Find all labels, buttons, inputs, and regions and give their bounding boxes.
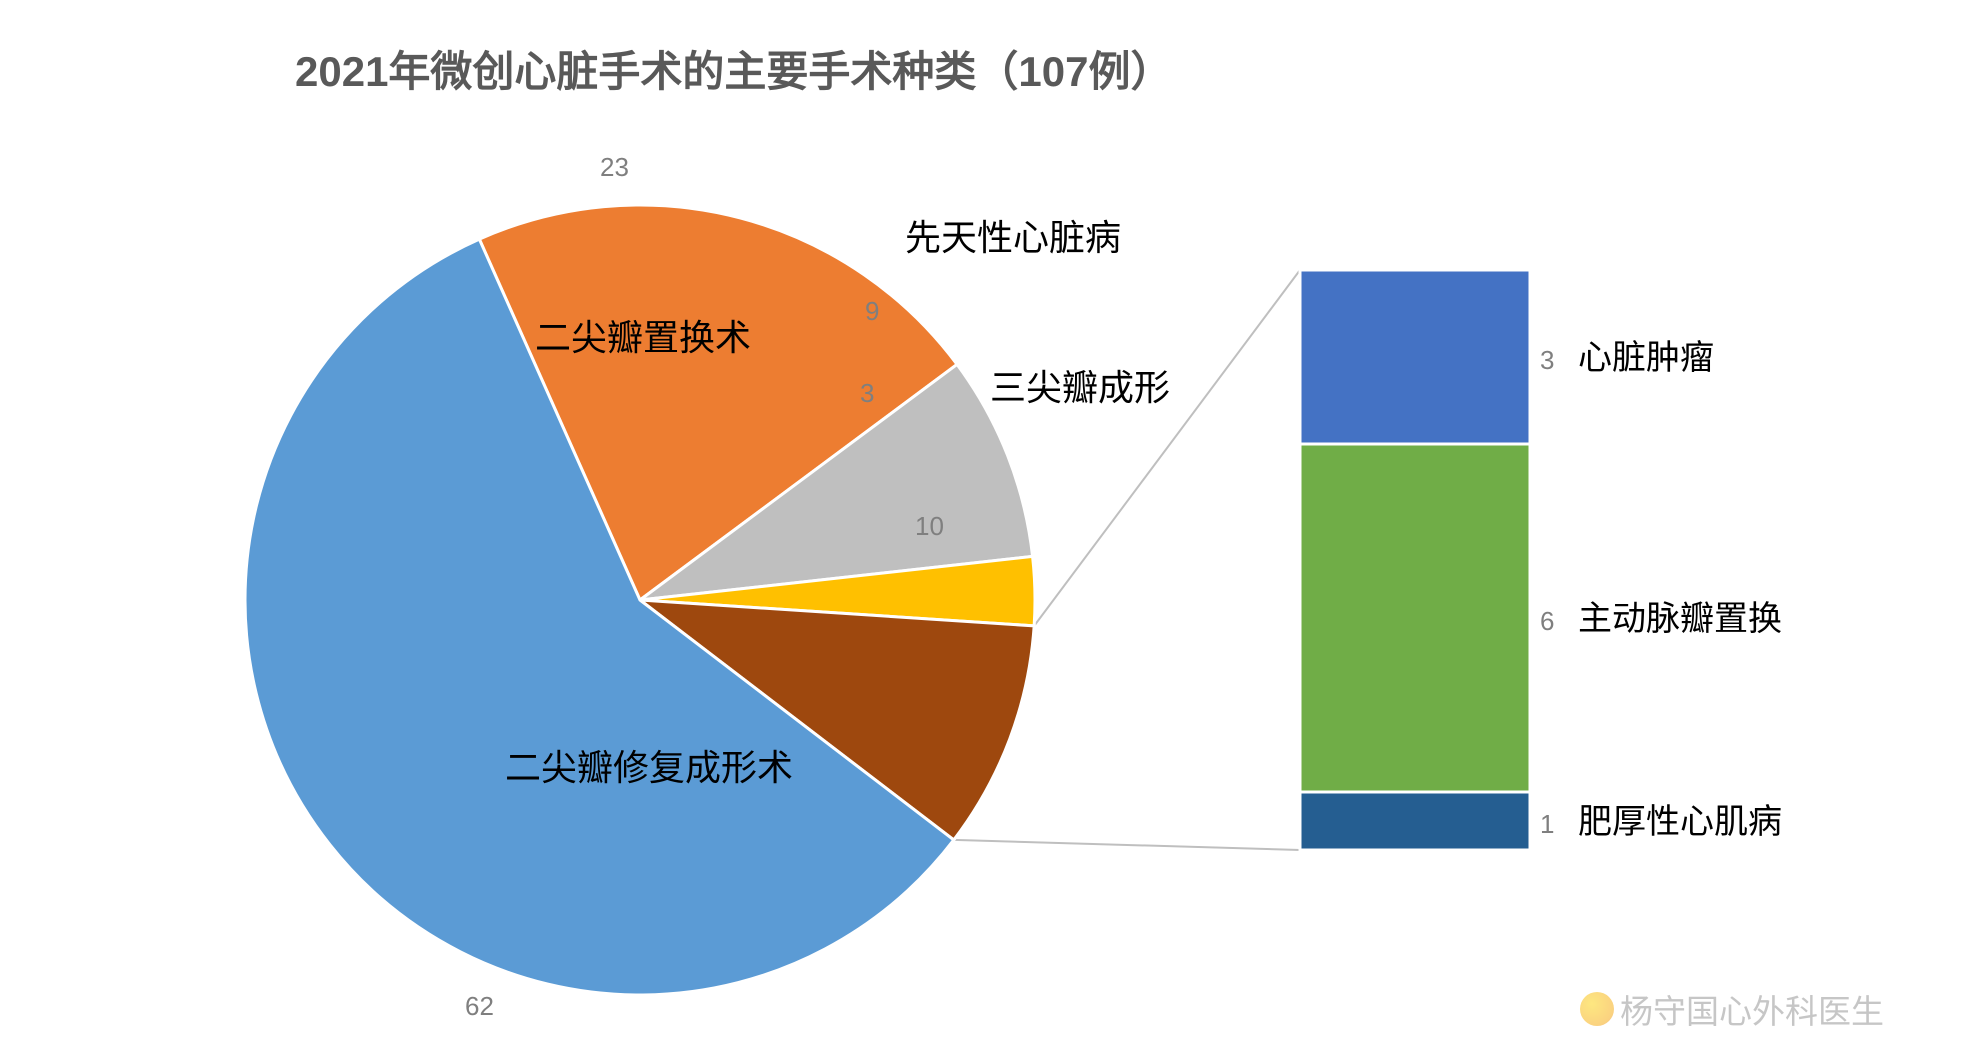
bar-segment [1300, 792, 1530, 850]
bar-segment-value: 3 [1540, 345, 1554, 375]
bar-segment-label: 肥厚性心肌病 [1578, 803, 1782, 841]
pie-slice-label: 三尖瓣成形 [990, 367, 1170, 408]
bar-segment-value: 6 [1540, 606, 1554, 636]
bar-segment-value: 1 [1540, 809, 1554, 839]
pie-slice-value: 62 [465, 991, 494, 1021]
chart-svg: 二尖瓣置换术 23 先天性心脏病 9 三尖瓣成形 3 10 二尖瓣修复成形术 62 3 心脏肿瘤 6主… [0, 0, 1973, 1052]
weibo-icon [1580, 992, 1614, 1026]
bar-segment-label: 主动脉瓣置换 [1578, 600, 1782, 638]
connector-top [1034, 270, 1300, 626]
watermark: 杨守国心外科医生 [1580, 985, 1884, 1033]
bar-segment [1300, 444, 1530, 792]
watermark-text: 杨守国心外科医生 [1620, 985, 1884, 1033]
pie-slice-value: 23 [600, 152, 629, 182]
pie-slice-value: 9 [865, 296, 879, 326]
pie-slice-value: 10 [915, 511, 944, 541]
pie-slice-label: 先天性心脏病 [905, 217, 1121, 258]
pie-slice-label: 二尖瓣置换术 [535, 317, 751, 358]
pie-slice-label: 二尖瓣修复成形术 [505, 747, 793, 788]
connector-bottom [954, 840, 1300, 850]
bar-segment-label: 心脏肿瘤 [1578, 339, 1714, 377]
bar-segment [1300, 270, 1530, 444]
pie-slice-value: 3 [860, 378, 874, 408]
